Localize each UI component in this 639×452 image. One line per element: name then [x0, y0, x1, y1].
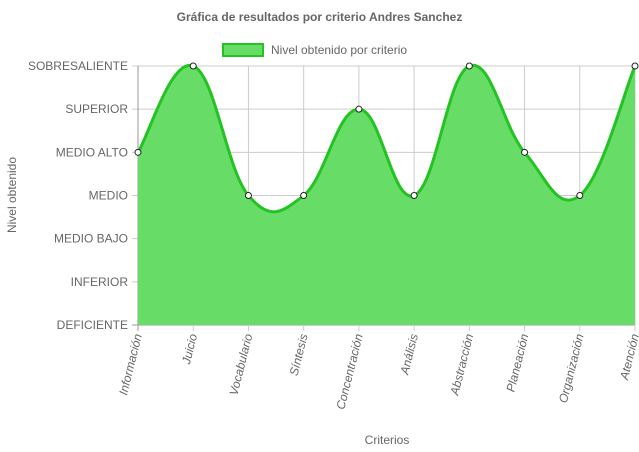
x-tick-label: Análisis [397, 332, 421, 376]
y-tick-label: MEDIO BAJO [54, 232, 128, 246]
y-tick-label: DEFICIENTE [57, 318, 128, 332]
data-point[interactable] [465, 62, 473, 70]
data-point[interactable] [410, 192, 418, 199]
data-point[interactable] [631, 62, 639, 70]
y-tick-label: MEDIO [89, 189, 128, 203]
y-tick-label: MEDIO ALTO [56, 145, 128, 159]
data-point[interactable] [244, 192, 252, 199]
legend[interactable]: Nivel obtenido por criterio [222, 42, 407, 58]
x-tick-label: Organización [556, 332, 587, 404]
series-points [134, 62, 639, 199]
chart-title: Gráfica de resultados por criterio Andre… [176, 10, 463, 24]
x-axis-ticks: Información Juicio Vocabulario Síntesis Conc… [116, 332, 639, 411]
x-tick-label: Planeación [504, 332, 532, 393]
y-tick-label: INFERIOR [71, 275, 129, 289]
y-axis-ticks: DEFICIENTE INFERIOR MEDIO BAJO MEDIO MEDIO A… [28, 59, 128, 332]
data-point[interactable] [134, 148, 142, 156]
legend-label: Nivel obtenido por criterio [271, 43, 408, 57]
legend-swatch [222, 43, 264, 57]
x-tick-label: Vocabulario [227, 332, 256, 397]
x-tick-label: Juicio [179, 332, 200, 366]
data-point[interactable] [521, 148, 529, 156]
y-tick-label: SOBRESALIENTE [28, 59, 128, 73]
x-axis-label: Criterios [364, 433, 410, 447]
data-point[interactable] [355, 105, 363, 113]
series-line [136, 63, 637, 214]
y-tick-label: SUPERIOR [65, 102, 128, 116]
series-area [136, 63, 637, 325]
x-tick-label: Abstracción [447, 332, 476, 398]
data-point[interactable] [576, 192, 584, 199]
x-tick-label: Información [116, 332, 145, 397]
x-tick-label: Concentración [333, 332, 365, 411]
x-tick-label: Atención [617, 332, 639, 382]
data-point[interactable] [189, 62, 197, 70]
data-point[interactable] [300, 192, 308, 199]
x-tick-label: Síntesis [287, 332, 311, 377]
